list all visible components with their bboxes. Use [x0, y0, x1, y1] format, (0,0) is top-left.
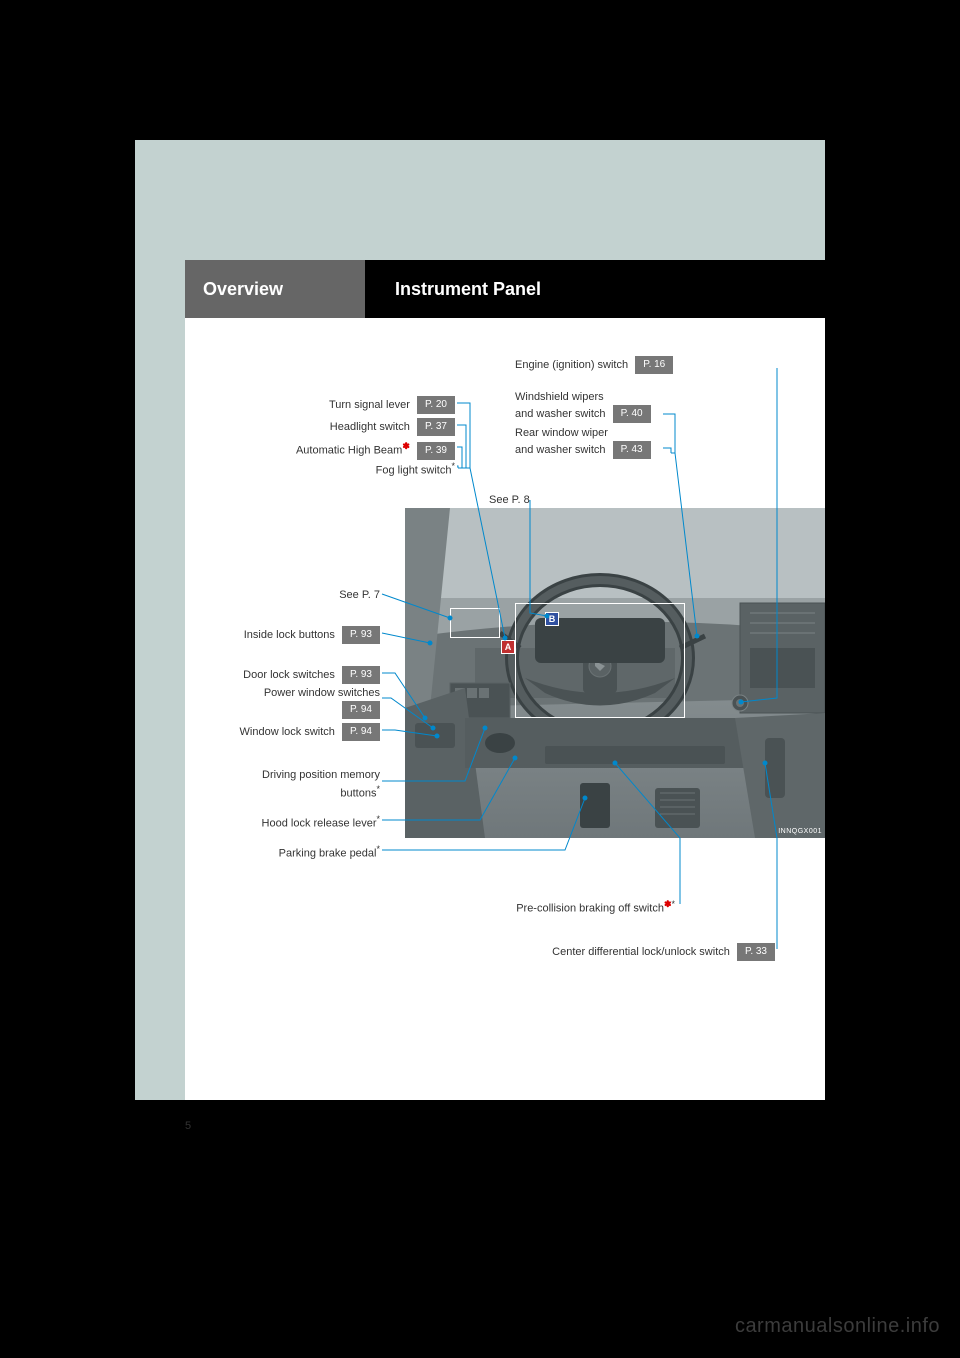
page-ref: P. 20 [417, 396, 455, 414]
marker-a: A [501, 640, 515, 654]
asterisk-icon: * [451, 461, 455, 471]
section-title: Instrument Panel [365, 279, 541, 300]
callout-text: Door lock switches [243, 669, 335, 681]
callout-text: Inside lock buttons [244, 629, 335, 641]
callout-inside-lock: Inside lock buttons P. 93 [244, 626, 380, 644]
callout-text: Automatic High Beam [296, 445, 402, 457]
page-ref: P. 94 [342, 723, 380, 741]
callout-pre-collision: Pre-collision braking off switch✽* [516, 898, 675, 917]
callout-text: Parking brake pedal [279, 848, 377, 860]
callout-auto-high-beam: Automatic High Beam✽ P. 39 [296, 440, 455, 460]
callout-text: Turn signal lever [329, 399, 410, 411]
asterisk-icon: * [376, 814, 380, 824]
callout-power-window: Power window switches P. 94 [264, 686, 380, 719]
page-ref: P. 16 [635, 356, 673, 374]
callout-engine-switch: Engine (ignition) switch P. 16 [515, 356, 673, 374]
callout-text: Power window switches [264, 687, 380, 699]
callout-driving-pos: Driving position memory buttons* [262, 768, 380, 802]
page-ref: P. 94 [342, 701, 380, 719]
callout-window-lock: Window lock switch P. 94 [240, 723, 380, 741]
manual-page: Overview Instrument Panel Engine (igniti… [135, 140, 825, 1100]
callout-text: Pre-collision braking off switch [516, 903, 664, 915]
asterisk-icon: * [376, 844, 380, 854]
callout-center-diff: Center differential lock/unlock switch P… [552, 943, 775, 961]
page-ref: P. 37 [417, 418, 455, 436]
callout-headlight: Headlight switch P. 37 [330, 418, 455, 436]
page-number: 5 [185, 1120, 191, 1132]
callout-wipers-rear: Rear window wiper and washer switch P. 4… [515, 426, 651, 459]
illustration-tag: INNQGX001 [778, 828, 822, 835]
page-header: Overview Instrument Panel [185, 260, 825, 318]
asterisk-icon: * [671, 899, 675, 909]
dashboard-illustration: A B INNQGX001 [405, 508, 825, 838]
callout-text: Center differential lock/unlock switch [552, 946, 730, 958]
watermark: carmanualsonline.info [735, 1315, 940, 1338]
callout-turn-signal: Turn signal lever P. 20 [329, 396, 455, 414]
callout-parking-brake: Parking brake pedal* [279, 843, 380, 862]
callout-line: Driving position memory [262, 769, 380, 781]
marker-b: B [545, 612, 559, 626]
callout-line: Windshield wipers [515, 391, 604, 403]
highlight-cluster [515, 603, 685, 718]
asterisk-icon: ✽ [402, 441, 410, 451]
callout-hood-release: Hood lock release lever* [262, 813, 380, 832]
callout-text: Hood lock release lever [262, 818, 377, 830]
see-ref-p8: See P. 8 [489, 493, 530, 508]
callout-text: Headlight switch [330, 421, 410, 433]
callout-text: Window lock switch [240, 726, 335, 738]
page-ref: P. 39 [417, 442, 455, 460]
callout-door-lock: Door lock switches P. 93 [243, 666, 380, 684]
callout-text: Engine (ignition) switch [515, 359, 628, 371]
highlight-mirror-switch [450, 608, 500, 638]
callout-text: Fog light switch [376, 465, 452, 477]
page-ref: P. 93 [342, 666, 380, 684]
overview-tab: Overview [185, 260, 365, 318]
callout-line: Rear window wiper [515, 427, 608, 439]
asterisk-icon: * [376, 784, 380, 794]
callout-fog-light: Fog light switch* [376, 460, 455, 479]
callout-wipers-front: Windshield wipers and washer switch P. 4… [515, 390, 651, 423]
page-ref: P. 93 [342, 626, 380, 644]
page-ref: P. 40 [613, 405, 651, 423]
page-ref: P. 33 [737, 943, 775, 961]
content-area: Engine (ignition) switch P. 16 Turn sign… [185, 318, 825, 1100]
callout-line: and washer switch [515, 408, 606, 420]
page-ref: P. 43 [613, 441, 651, 459]
see-ref-p7: See P. 7 [339, 588, 380, 603]
callout-line: and washer switch [515, 444, 606, 456]
callout-line: buttons [340, 788, 376, 800]
